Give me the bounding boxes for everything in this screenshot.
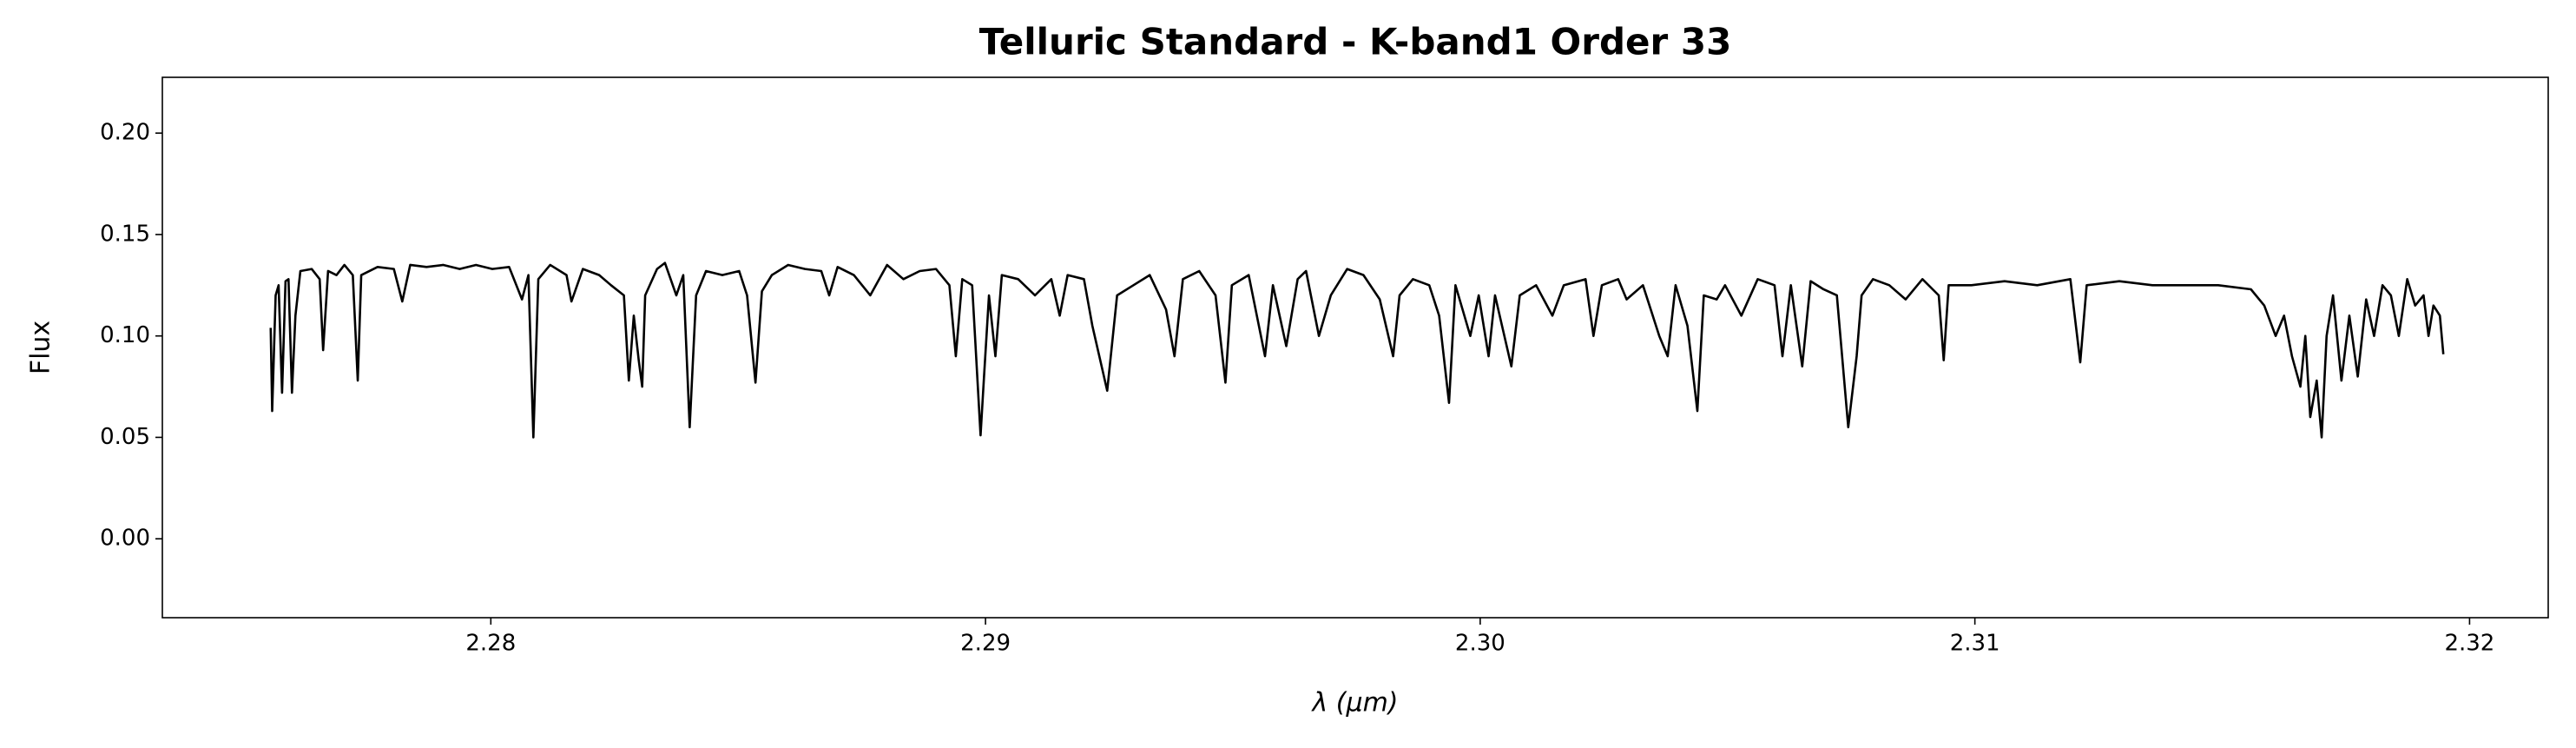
x-axis-label: λ (μm) bbox=[1310, 688, 1398, 718]
x-tick-label: 2.28 bbox=[465, 631, 516, 657]
y-tick-label: 0.10 bbox=[100, 322, 150, 348]
chart-title: Telluric Standard - K-band1 Order 33 bbox=[979, 21, 1732, 63]
y-axis-label: Flux bbox=[26, 321, 56, 374]
y-tick-label: 0.05 bbox=[100, 424, 150, 450]
x-tick-label: 2.29 bbox=[960, 631, 1011, 657]
y-tick-label: 0.20 bbox=[100, 120, 150, 146]
x-tick-label: 2.30 bbox=[1455, 631, 1505, 657]
y-tick-label: 0.15 bbox=[100, 221, 150, 247]
plot-frame bbox=[161, 76, 2549, 619]
x-tick-label: 2.32 bbox=[2444, 631, 2494, 657]
spectrum-line bbox=[269, 261, 2445, 439]
y-tick-label: 0.00 bbox=[100, 526, 150, 552]
x-tick-label: 2.31 bbox=[1950, 631, 2000, 657]
